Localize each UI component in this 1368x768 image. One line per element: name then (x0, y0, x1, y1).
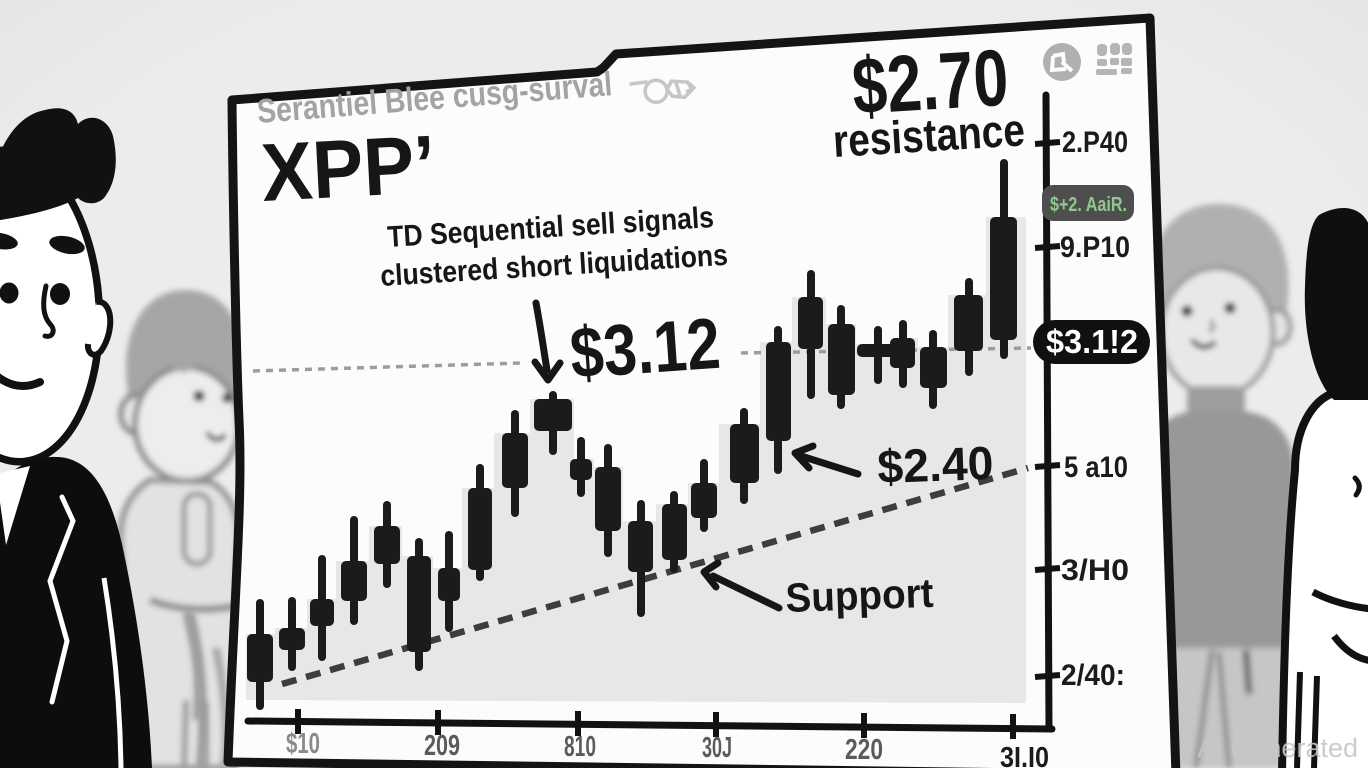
svg-text:$2.70: $2.70 (850, 33, 1011, 131)
svg-text:$2.40: $2.40 (876, 436, 994, 493)
svg-text:30J: 30J (702, 732, 732, 764)
svg-text:Support: Support (785, 570, 935, 621)
svg-text:$10: $10 (286, 728, 320, 760)
svg-text:AI Generated: AI Generated (1197, 733, 1358, 763)
svg-text:2.P40: 2.P40 (1062, 126, 1128, 159)
svg-text:$3.12: $3.12 (568, 304, 723, 394)
svg-text:$+2. AaiR.: $+2. AaiR. (1050, 194, 1127, 216)
svg-text:810: 810 (564, 731, 596, 763)
svg-text:3/H0: 3/H0 (1061, 554, 1129, 587)
svg-text:5 a10: 5 a10 (1064, 451, 1128, 484)
svg-text:2/40:: 2/40: (1061, 659, 1125, 692)
svg-text:resistance: resistance (831, 103, 1026, 167)
svg-text:$3.1!2: $3.1!2 (1046, 323, 1138, 360)
svg-text:3I.I0: 3I.I0 (1000, 742, 1049, 768)
svg-text:220: 220 (845, 734, 883, 766)
svg-text:XPP’: XPP’ (259, 119, 438, 219)
svg-text:9.P10: 9.P10 (1060, 231, 1130, 264)
svg-text:209: 209 (424, 730, 460, 762)
